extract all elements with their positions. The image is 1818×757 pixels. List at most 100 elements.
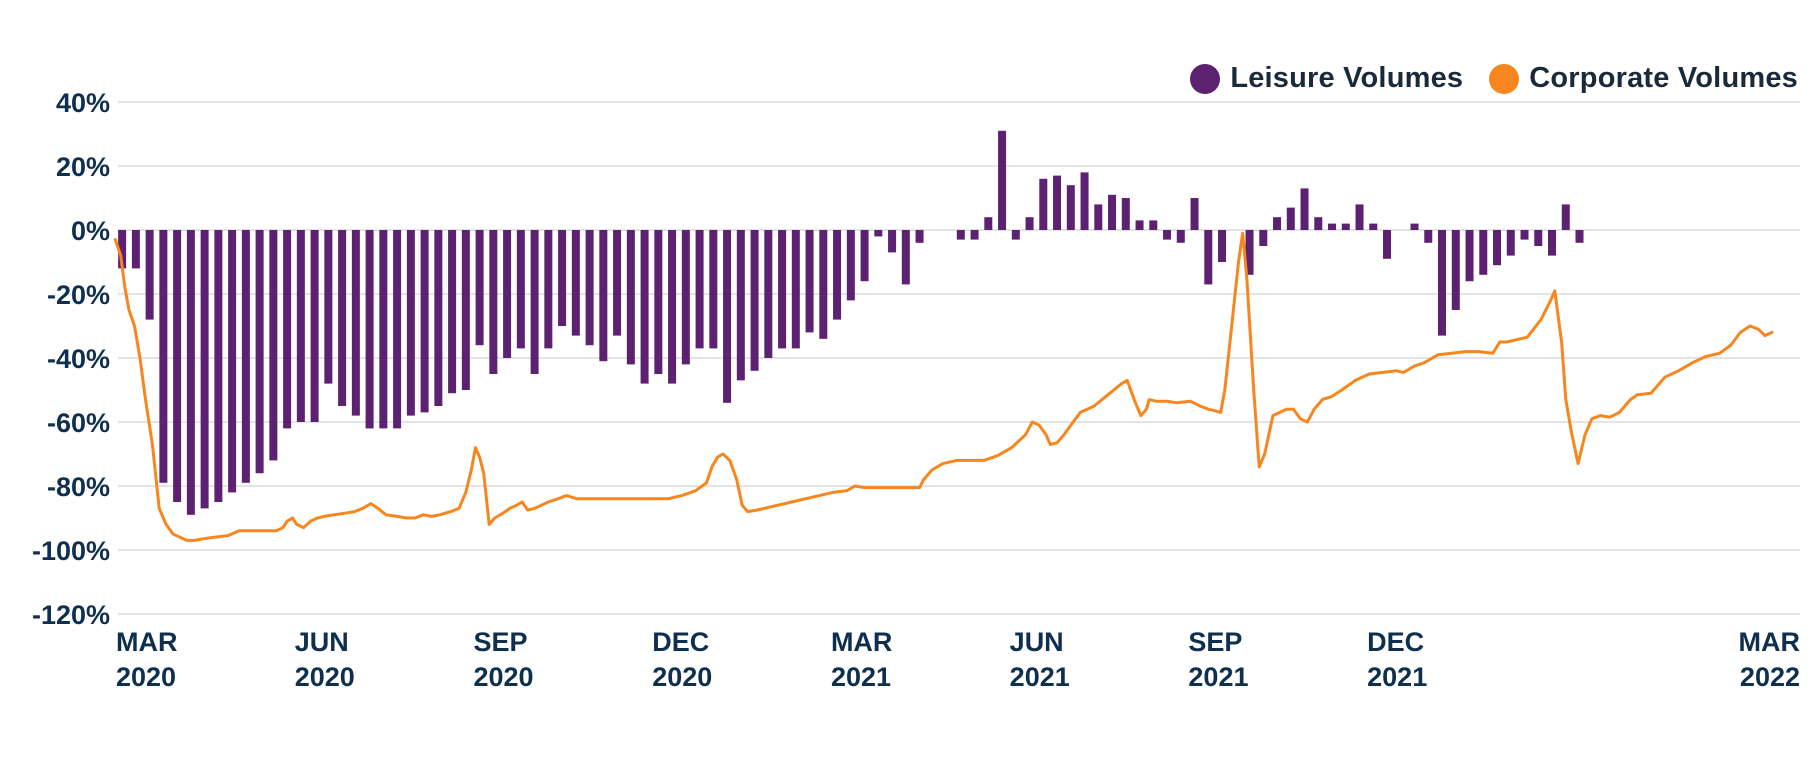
leisure-bar	[1108, 194, 1117, 230]
leisure-bar	[448, 230, 457, 394]
leisure-bar	[668, 230, 677, 384]
leisure-bar	[1066, 185, 1075, 230]
leisure-bar	[1039, 178, 1048, 230]
x-tick-month: DEC	[1367, 627, 1424, 657]
leisure-bar	[159, 230, 168, 483]
leisure-bar	[1025, 217, 1034, 230]
legend-item-corporate[interactable]: Corporate Volumes	[1489, 62, 1798, 95]
x-tick-year: 2021	[831, 662, 891, 692]
corporate-swatch-icon	[1489, 63, 1520, 94]
leisure-bar	[131, 230, 140, 269]
leisure-bar	[118, 230, 127, 269]
legend-corporate-label: Corporate Volumes	[1529, 62, 1798, 94]
y-tick-label: -20%	[47, 280, 110, 310]
leisure-bar	[1300, 188, 1309, 230]
leisure-bar	[544, 230, 553, 349]
leisure-bar	[1451, 230, 1460, 310]
leisure-bar	[489, 230, 498, 374]
corporate-line-group	[113, 231, 1774, 542]
leisure-bar	[1204, 230, 1213, 285]
leisure-bar	[874, 230, 883, 237]
leisure-bar	[393, 230, 402, 429]
leisure-bar	[310, 230, 319, 422]
leisure-bar	[1548, 230, 1557, 256]
x-tick-year: 2022	[1740, 662, 1800, 692]
leisure-bar	[186, 230, 195, 515]
y-tick-label: -100%	[32, 536, 110, 566]
legend-leisure-label: Leisure Volumes	[1230, 62, 1464, 94]
leisure-bar	[338, 230, 347, 406]
leisure-bar	[640, 230, 649, 384]
corporate-line	[113, 231, 1774, 542]
x-tick-month: JUN	[295, 627, 349, 657]
leisure-bar	[1493, 230, 1502, 266]
x-tick-month: DEC	[652, 627, 709, 657]
leisure-bar	[778, 230, 787, 349]
leisure-bar	[200, 230, 209, 509]
y-tick-label: 20%	[56, 152, 110, 182]
leisure-bar	[283, 230, 292, 429]
leisure-bar	[1149, 220, 1158, 230]
leisure-bar	[173, 230, 182, 502]
x-tick-year: 2021	[1367, 662, 1427, 692]
leisure-bar	[1259, 230, 1268, 246]
leisure-bar	[1273, 217, 1282, 230]
leisure-bar	[1369, 223, 1378, 230]
leisure-bar	[406, 230, 415, 416]
leisure-bars	[118, 130, 1584, 515]
leisure-bar	[1314, 217, 1323, 230]
leisure-bar	[1520, 230, 1529, 240]
leisure-bar	[599, 230, 608, 362]
leisure-bar	[723, 230, 732, 403]
leisure-bar	[1383, 230, 1392, 259]
x-axis-ticks: MAR 2020 JUN 2020 SEP 2020 DEC 2020 MAR 2021 JUN 20…	[116, 627, 1800, 692]
leisure-bar	[736, 230, 745, 381]
leisure-bar	[709, 230, 718, 349]
leisure-bar	[1561, 204, 1570, 230]
leisure-bar	[764, 230, 773, 358]
leisure-bar	[530, 230, 539, 374]
leisure-bar	[1190, 198, 1199, 230]
x-tick-month: MAR	[116, 627, 178, 657]
leisure-bar	[956, 230, 965, 240]
leisure-bar	[1424, 230, 1433, 243]
leisure-bar	[1053, 175, 1062, 230]
leisure-bar	[833, 230, 842, 320]
y-tick-label: -80%	[47, 472, 110, 502]
leisure-bar	[585, 230, 594, 346]
leisure-bar	[1218, 230, 1227, 262]
leisure-bar	[901, 230, 910, 285]
leisure-bar	[1341, 223, 1350, 230]
leisure-bar	[571, 230, 580, 336]
legend-item-leisure[interactable]: Leisure Volumes	[1190, 62, 1463, 95]
x-tick-month: MAR	[831, 627, 893, 657]
leisure-bar	[1080, 172, 1089, 230]
leisure-bar	[503, 230, 512, 358]
leisure-bar	[1135, 220, 1144, 230]
leisure-bar	[255, 230, 264, 474]
x-tick-month: JUN	[1010, 627, 1064, 657]
leisure-bar	[613, 230, 622, 336]
leisure-bar	[970, 230, 979, 240]
leisure-bar	[228, 230, 237, 493]
leisure-bar	[998, 130, 1007, 230]
x-tick-year: 2020	[116, 662, 176, 692]
y-tick-label: -40%	[47, 344, 110, 374]
leisure-bar	[558, 230, 567, 326]
leisure-bar	[1355, 204, 1364, 230]
leisure-bar	[420, 230, 429, 413]
leisure-bar	[695, 230, 704, 349]
x-tick-year: 2021	[1188, 662, 1248, 692]
leisure-bar	[1328, 223, 1337, 230]
leisure-bar	[475, 230, 484, 346]
leisure-bar	[654, 230, 663, 374]
x-tick-year: 2020	[295, 662, 355, 692]
leisure-bar	[888, 230, 897, 253]
leisure-bar	[860, 230, 869, 282]
leisure-bar	[791, 230, 800, 349]
leisure-bar	[681, 230, 690, 365]
leisure-bar	[434, 230, 443, 406]
y-tick-label: 0%	[71, 216, 110, 246]
leisure-bar	[1011, 230, 1020, 240]
leisure-bar	[1438, 230, 1447, 336]
